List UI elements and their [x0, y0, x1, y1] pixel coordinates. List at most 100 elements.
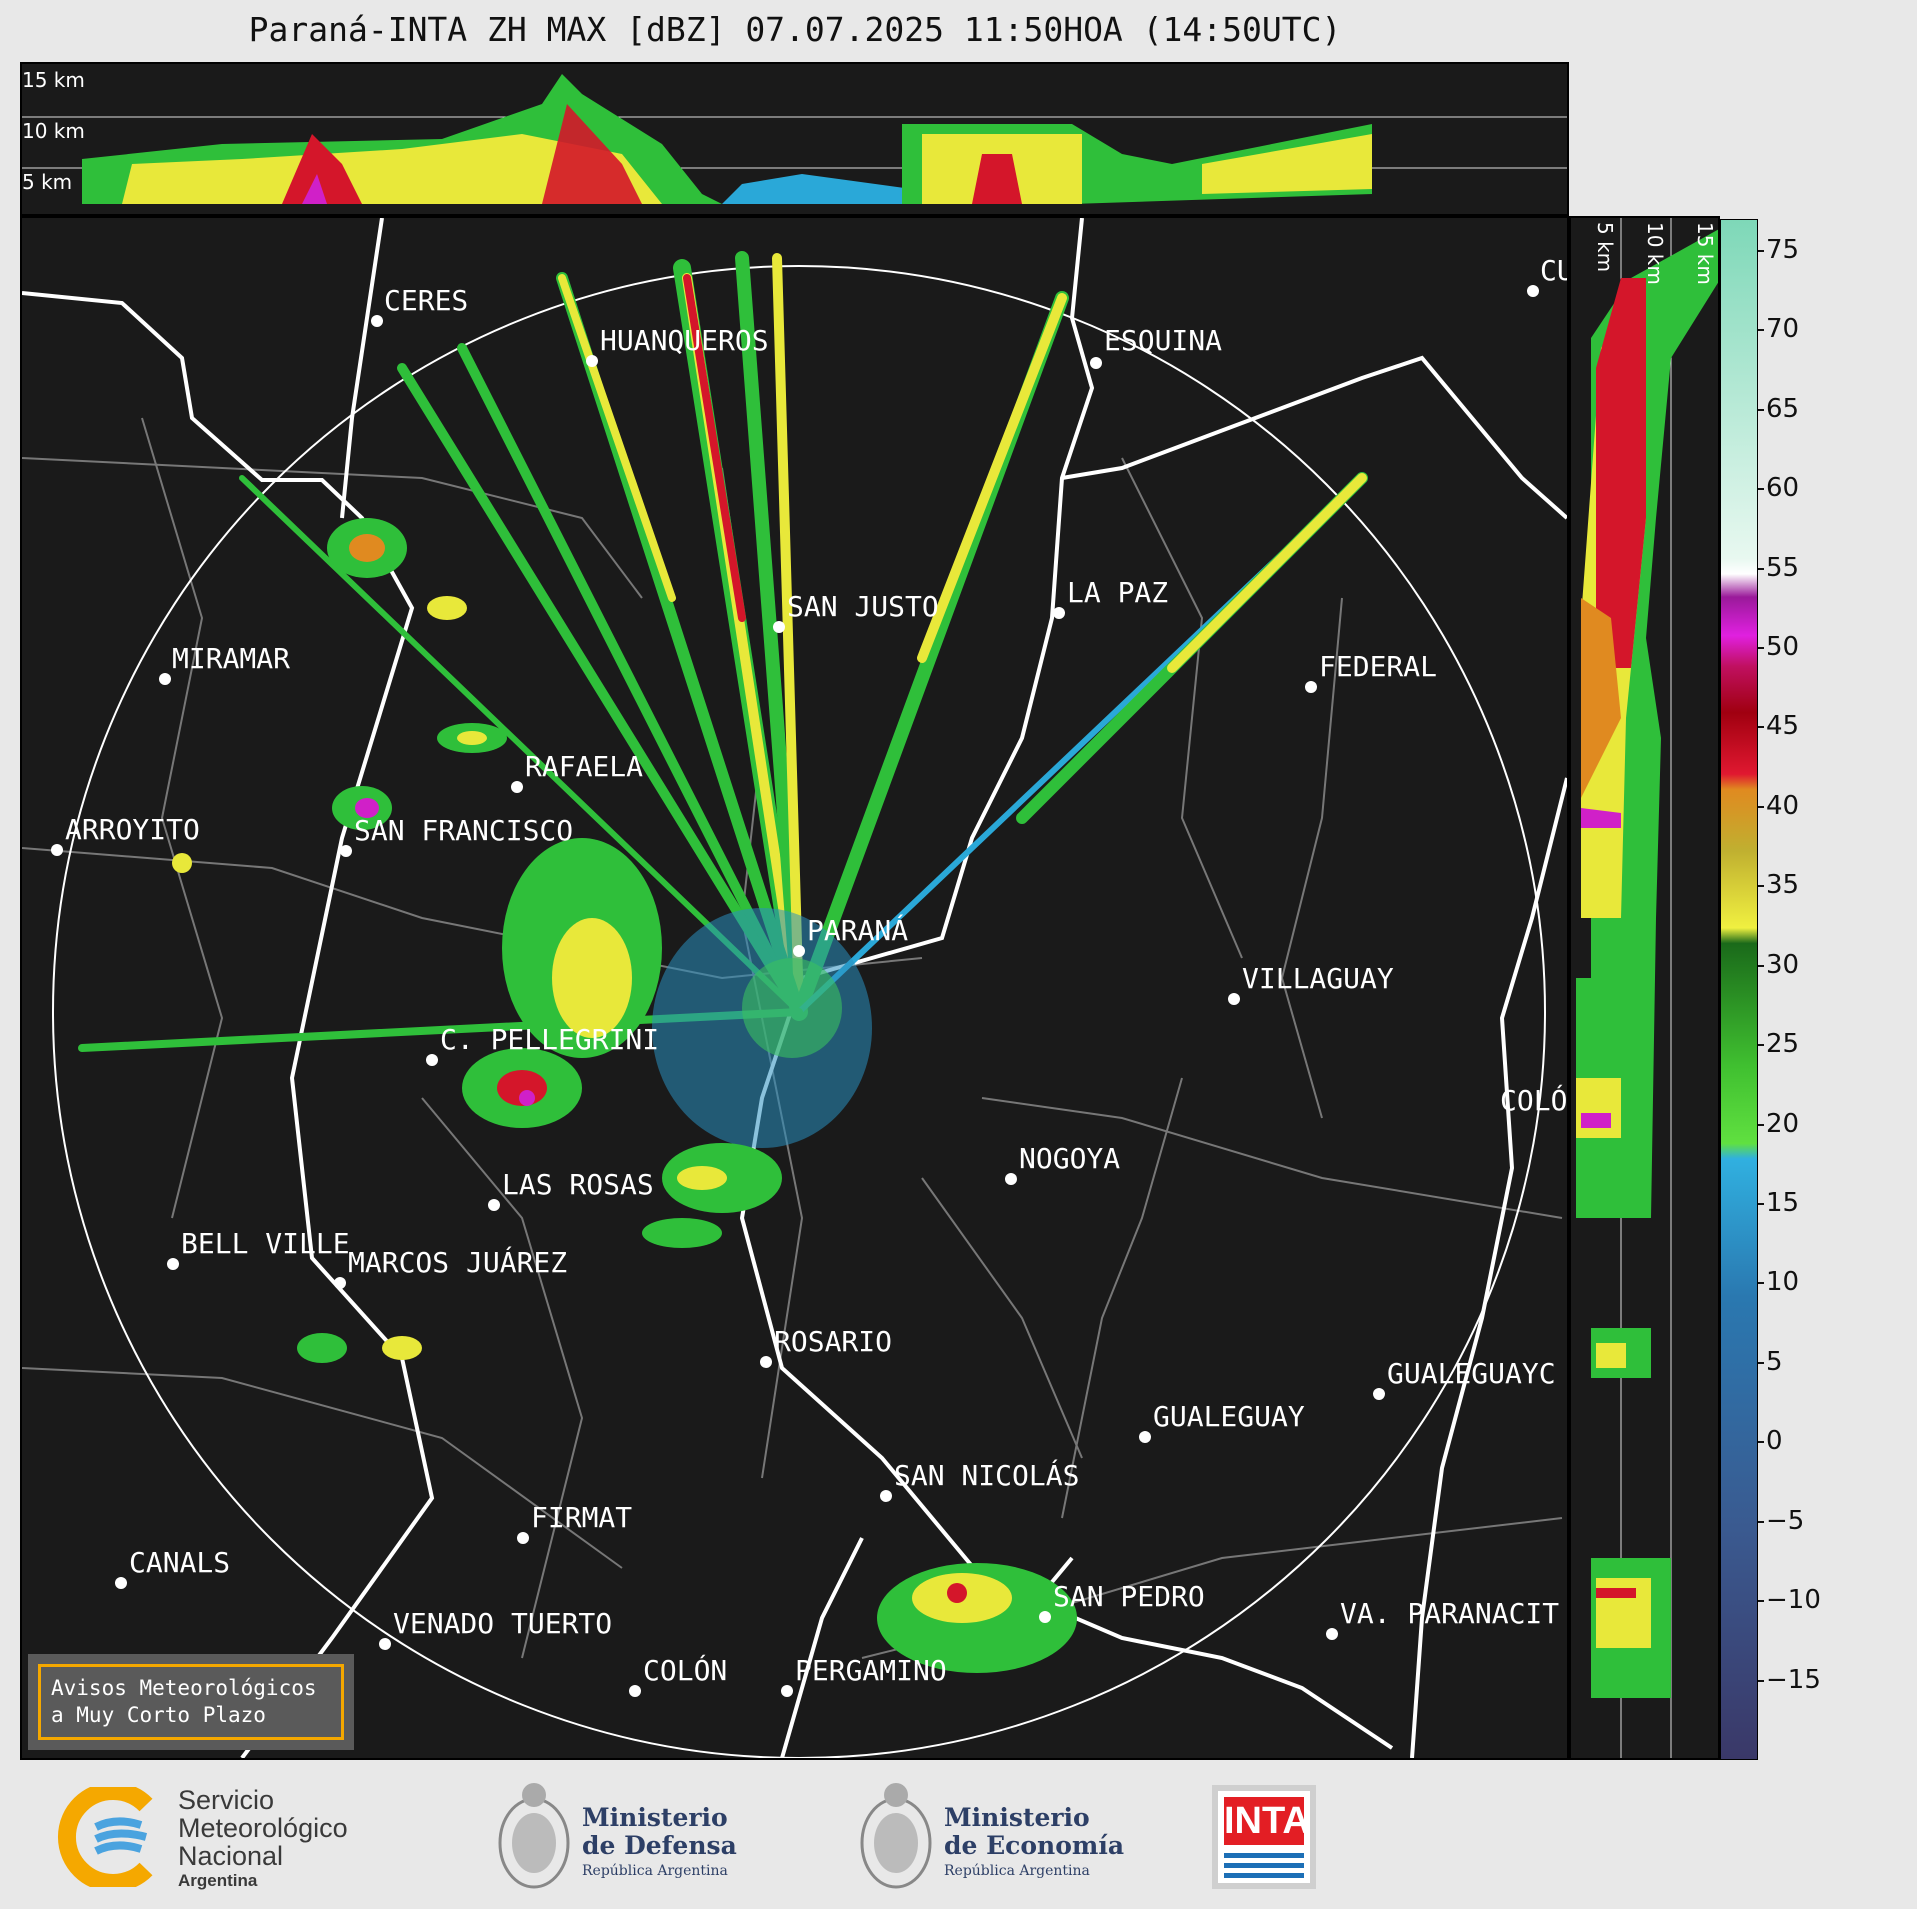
city-dot-gualeguay	[1139, 1431, 1151, 1443]
defensa-line-3: República Argentina	[582, 1863, 728, 1879]
colorbar-tick-label: 70	[1766, 314, 1800, 345]
city-dot-huanqueros	[586, 355, 598, 367]
top-altitude-5km: 5 km	[22, 170, 73, 194]
city-label-nogoya: NOGOYA	[1019, 1142, 1121, 1175]
economia-line-2: de Economía	[944, 1831, 1125, 1860]
city-label-bell-ville: BELL VILLE	[181, 1227, 350, 1260]
colorbar-tick-label: 25	[1766, 1029, 1800, 1060]
city-dot-san-justo	[773, 621, 785, 633]
city-label-venado-tuerto: VENADO TUERTO	[393, 1607, 613, 1640]
colorbar-tick-mark	[1758, 1679, 1764, 1682]
city-dot-canals	[115, 1577, 127, 1589]
colorbar-tick-label: 10	[1766, 1267, 1800, 1298]
city-label-san-pedro: SAN PEDRO	[1053, 1580, 1205, 1613]
colorbar-tick-label: 35	[1766, 870, 1800, 901]
smn-line-3: Nacional	[178, 1841, 284, 1871]
inta-logo: INTA	[1212, 1785, 1316, 1889]
colorbar-tick-label: −15	[1766, 1664, 1821, 1695]
smn-line-1: Servicio	[178, 1785, 275, 1815]
defensa-line-2: de Defensa	[582, 1831, 737, 1860]
defensa-coat-of-arms-icon	[498, 1783, 570, 1889]
city-dot-arroyito	[51, 844, 63, 856]
city-label-parana: PARANÁ	[807, 914, 909, 947]
colorbar-tick-label: 30	[1766, 949, 1800, 980]
city-label-arroyito: ARROYITO	[65, 813, 200, 846]
city-dot-pergamino	[781, 1685, 793, 1697]
notice-line-1: Avisos Meteorológicos	[51, 1676, 317, 1700]
radar-map-image	[22, 218, 1567, 1758]
colorbar	[1720, 219, 1758, 1760]
chart-title: Paraná-INTA ZH MAX [dBZ] 07.07.2025 11:5…	[248, 10, 1342, 49]
notice-box: Avisos Meteorológicos a Muy Corto Plazo	[28, 1654, 354, 1750]
city-label-ceres: CERES	[384, 284, 469, 317]
city-dot-esquina	[1090, 357, 1102, 369]
city-dot-colon	[629, 1685, 641, 1697]
city-dot-marcos-juarez	[334, 1277, 346, 1289]
city-label-gualeguay: GUALEGUAY	[1153, 1400, 1305, 1433]
city-dot-san-pedro	[1039, 1611, 1051, 1623]
top-cross-section-panel: 15 km 10 km 5 km	[20, 62, 1569, 216]
city-label-rosario: ROSARIO	[774, 1325, 893, 1358]
radar-map: CERES HUANQUEROS ESQUINA CU SAN JUSTO LA…	[20, 216, 1569, 1760]
city-dot-rosario	[760, 1356, 772, 1368]
economia-coat-of-arms-icon	[860, 1783, 932, 1889]
colorbar-tick-label: 60	[1766, 473, 1800, 504]
city-label-colo: COLÓ	[1500, 1084, 1568, 1117]
colorbar-tick-mark	[1758, 1600, 1764, 1603]
city-label-san-francisco: SAN FRANCISCO	[354, 814, 574, 847]
city-label-firmat: FIRMAT	[531, 1501, 633, 1534]
city-label-las-rosas: LAS ROSAS	[502, 1168, 654, 1201]
colorbar-tick-mark	[1758, 805, 1764, 808]
side-cross-section-image	[1576, 218, 1721, 1758]
inta-logo-text: INTA	[1224, 1797, 1310, 1845]
city-label-marcos-juarez: MARCOS JUÁREZ	[348, 1246, 568, 1279]
colorbar-tick-mark	[1758, 567, 1764, 570]
city-dot-nogoya	[1005, 1173, 1017, 1185]
notice-line-2: a Muy Corto Plazo	[51, 1703, 266, 1727]
economia-line-3: República Argentina	[944, 1863, 1090, 1879]
defensa-line-1: Ministerio	[582, 1803, 728, 1832]
smn-logo-icon	[58, 1787, 153, 1887]
colorbar-tick-mark	[1758, 1441, 1764, 1444]
city-dot-parana	[793, 945, 805, 957]
city-dot-san-nicolas	[880, 1490, 892, 1502]
city-label-pergamino: PERGAMINO	[795, 1654, 947, 1687]
colorbar-tick-label: −10	[1766, 1585, 1821, 1616]
city-label-miramar: MIRAMAR	[172, 642, 291, 675]
city-label-cu: CU	[1540, 254, 1567, 287]
colorbar-tick-label: 40	[1766, 790, 1800, 821]
colorbar-tick-mark	[1758, 726, 1764, 729]
top-altitude-10km: 10 km	[22, 119, 85, 143]
colorbar-tick-mark	[1758, 1282, 1764, 1285]
city-label-va-paranacito: VA. PARANACIT	[1340, 1597, 1560, 1630]
top-altitude-15km: 15 km	[22, 68, 85, 92]
city-label-colon: COLÓN	[643, 1654, 728, 1687]
colorbar-tick-mark	[1758, 885, 1764, 888]
colorbar-tick-mark	[1758, 646, 1764, 649]
colorbar-tick-label: 50	[1766, 631, 1800, 662]
city-label-san-justo: SAN JUSTO	[787, 590, 939, 623]
colorbar-tick-mark	[1758, 408, 1764, 411]
colorbar-tick-label: 5	[1766, 1346, 1783, 1377]
colorbar-tick-mark	[1758, 964, 1764, 967]
city-dot-las-rosas	[488, 1199, 500, 1211]
city-label-la-paz: LA PAZ	[1067, 576, 1169, 609]
city-label-gualeguaychu: GUALEGUAYC	[1387, 1357, 1556, 1390]
city-dot-va-paranacito	[1326, 1628, 1338, 1640]
city-label-esquina: ESQUINA	[1104, 324, 1223, 357]
city-dot-miramar	[159, 673, 171, 685]
city-dot-gualeguaychu	[1373, 1388, 1385, 1400]
economia-line-1: Ministerio	[944, 1803, 1090, 1832]
colorbar-tick-label: 45	[1766, 711, 1800, 742]
colorbar-tick-mark	[1758, 1123, 1764, 1126]
smn-line-2: Meteorológico	[178, 1813, 348, 1843]
city-label-canals: CANALS	[129, 1546, 231, 1579]
city-label-rafaela: RAFAELA	[525, 750, 644, 783]
side-altitude-10km: 10 km	[1643, 222, 1667, 285]
side-cross-section-panel: 5 km 10 km 15 km	[1569, 216, 1721, 1760]
colorbar-gradient	[1721, 220, 1757, 1759]
colorbar-tick-label: 20	[1766, 1108, 1800, 1139]
top-cross-section-image	[22, 74, 1567, 204]
city-dot-c-pellegrini	[426, 1054, 438, 1066]
city-dot-firmat	[517, 1532, 529, 1544]
